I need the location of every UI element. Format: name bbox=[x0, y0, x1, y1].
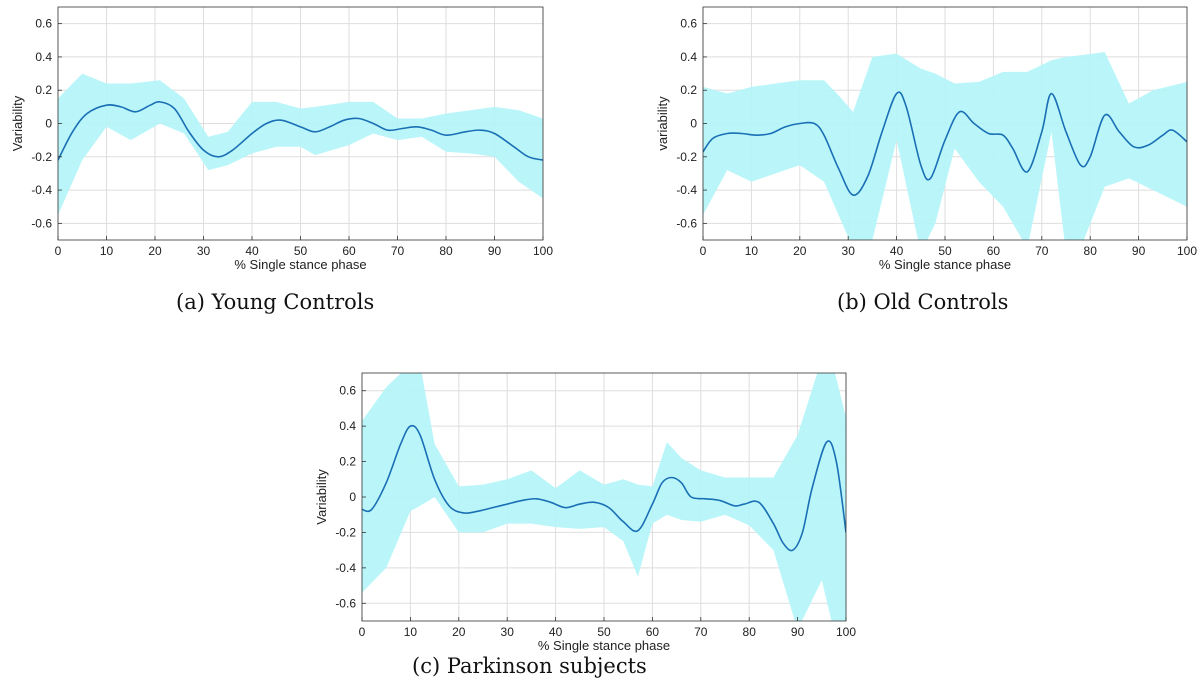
x-axis-label: % Single stance phase bbox=[234, 257, 366, 272]
caption-parkinson-subjects: (c) Parkinson subjects bbox=[412, 654, 647, 678]
x-tick-label: 50 bbox=[938, 244, 952, 258]
x-tick-label: 20 bbox=[793, 244, 807, 258]
x-tick-label: 20 bbox=[452, 625, 466, 639]
y-axis-label: variability bbox=[655, 96, 670, 151]
series-line bbox=[58, 100, 543, 161]
y-tick-label: 0 bbox=[349, 490, 356, 504]
x-tick-label: 80 bbox=[439, 244, 453, 258]
x-tick-label: 30 bbox=[197, 244, 211, 258]
series-line bbox=[703, 91, 1187, 196]
x-tick-label: 0 bbox=[55, 244, 62, 258]
x-tick-label: 90 bbox=[1132, 244, 1146, 258]
x-tick-label: 40 bbox=[245, 244, 259, 258]
y-tick-label: -0.6 bbox=[335, 596, 356, 610]
variability-band bbox=[703, 51, 1187, 240]
figure-old-controls: 0 10 20 30 40 50 60 70 80 90 100 -0.6 -0.4 -0.2 0 0.2 0.… bbox=[640, 0, 1204, 330]
x-tick-label: 90 bbox=[791, 625, 805, 639]
x-tick-label: 80 bbox=[743, 625, 757, 639]
y-tick-label: -0.4 bbox=[676, 183, 697, 197]
y-tick-label: -0.6 bbox=[676, 216, 697, 230]
x-tick-label: 100 bbox=[1177, 244, 1197, 258]
x-tick-label: 10 bbox=[404, 625, 418, 639]
x-tick-label: 0 bbox=[700, 244, 707, 258]
y-tick-label: -0.2 bbox=[676, 150, 697, 164]
x-tick-label: 10 bbox=[100, 244, 114, 258]
y-tick-label: -0.2 bbox=[31, 150, 52, 164]
x-axis-label: % Single stance phase bbox=[538, 638, 670, 653]
x-tick-label: 50 bbox=[294, 244, 308, 258]
figure-young-controls: 0 10 20 30 40 50 60 70 80 90 100 -0.6 -0.4 -0.2 0 0.2 0.… bbox=[0, 0, 560, 330]
y-tick-label: 0.2 bbox=[680, 83, 697, 97]
caption-old-controls: (b) Old Controls bbox=[837, 290, 1009, 314]
chart-young-controls: 0 10 20 30 40 50 60 70 80 90 100 -0.6 -0.4 -0.2 0 0.2 0.… bbox=[10, 6, 553, 272]
y-tick-label: -0.6 bbox=[31, 216, 52, 230]
x-tick-label: 40 bbox=[549, 625, 563, 639]
x-tick-label: 60 bbox=[342, 244, 356, 258]
x-tick-label: 40 bbox=[890, 244, 904, 258]
chart-parkinson-subjects: 0 10 20 30 40 50 60 70 80 90 100 -0.6 -0.4 -0.2 0 0.2 0.… bbox=[314, 372, 856, 653]
x-tick-label: 60 bbox=[646, 625, 660, 639]
variability-band bbox=[362, 373, 846, 621]
x-tick-label: 0 bbox=[359, 625, 366, 639]
y-tick-label: -0.2 bbox=[335, 525, 356, 539]
x-axis-label: % Single stance phase bbox=[879, 257, 1011, 272]
variability-band bbox=[58, 73, 543, 216]
x-tick-label: 70 bbox=[694, 625, 708, 639]
x-tick-label: 80 bbox=[1084, 244, 1098, 258]
x-tick-label: 90 bbox=[488, 244, 502, 258]
x-tick-label: 70 bbox=[391, 244, 405, 258]
series-line bbox=[362, 424, 846, 552]
x-tick-label: 100 bbox=[533, 244, 553, 258]
x-tick-label: 20 bbox=[148, 244, 162, 258]
y-tick-label: 0.2 bbox=[35, 83, 52, 97]
x-tick-label: 70 bbox=[1035, 244, 1049, 258]
y-tick-label: -0.4 bbox=[335, 561, 356, 575]
y-tick-label: 0.6 bbox=[339, 384, 356, 398]
y-tick-label: 0 bbox=[690, 117, 697, 131]
y-axis-label: Variability bbox=[314, 469, 329, 525]
chart-old-controls: 0 10 20 30 40 50 60 70 80 90 100 -0.6 -0.4 -0.2 0 0.2 0.… bbox=[655, 6, 1197, 272]
y-tick-label: 0.6 bbox=[35, 17, 52, 31]
x-tick-label: 30 bbox=[842, 244, 856, 258]
x-tick-label: 100 bbox=[836, 625, 856, 639]
x-tick-label: 30 bbox=[501, 625, 515, 639]
y-tick-label: 0.6 bbox=[680, 17, 697, 31]
y-axis-label: Variability bbox=[10, 95, 25, 151]
y-tick-label: 0.4 bbox=[339, 419, 356, 433]
figure-parkinson-subjects: 0 10 20 30 40 50 60 70 80 90 100 -0.6 -0.4 -0.2 0 0.2 0.… bbox=[300, 360, 880, 688]
y-tick-label: -0.4 bbox=[31, 183, 52, 197]
caption-young-controls: (a) Young Controls bbox=[176, 290, 375, 314]
x-tick-label: 10 bbox=[745, 244, 759, 258]
y-tick-label: 0.2 bbox=[339, 455, 356, 469]
y-tick-label: 0 bbox=[45, 117, 52, 131]
y-tick-label: 0.4 bbox=[35, 50, 52, 64]
y-tick-label: 0.4 bbox=[680, 50, 697, 64]
x-tick-label: 50 bbox=[597, 625, 611, 639]
x-tick-label: 60 bbox=[987, 244, 1001, 258]
